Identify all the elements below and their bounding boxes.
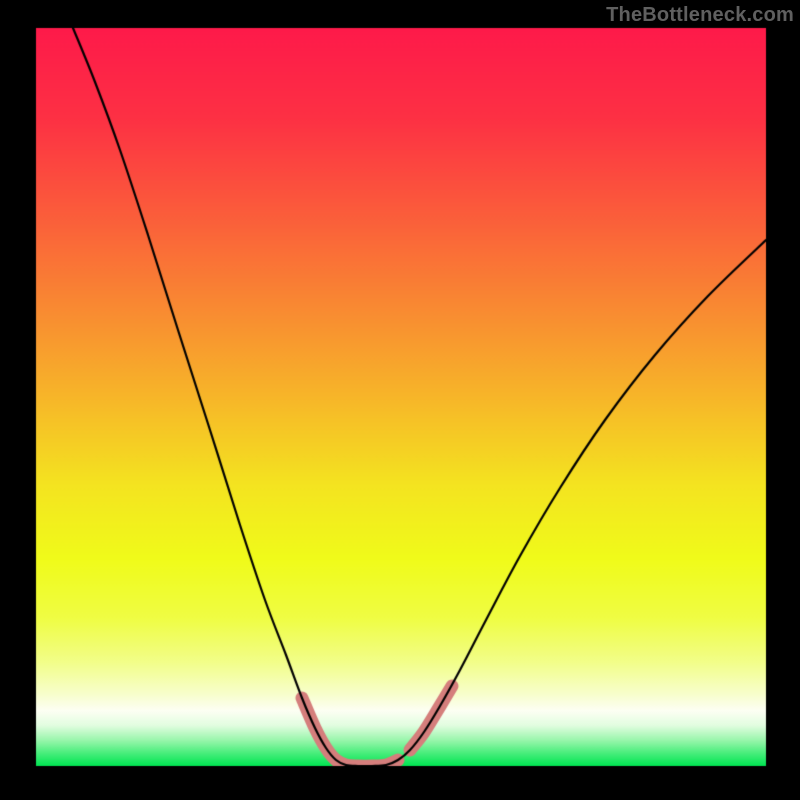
- watermark-text: TheBottleneck.com: [606, 4, 794, 27]
- bottleneck-v-curve-chart: [0, 0, 800, 800]
- chart-stage: TheBottleneck.com: [0, 0, 800, 800]
